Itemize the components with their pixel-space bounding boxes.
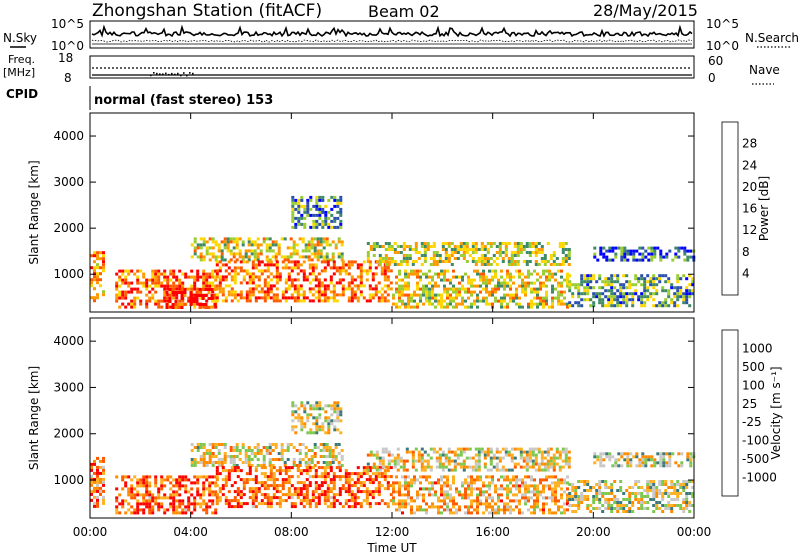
colorbar-tick-label: -100: [742, 434, 769, 448]
y-tick-label: 2000: [53, 427, 84, 441]
colorbar-tick-label: 12: [742, 223, 757, 237]
cpid-label: CPID: [6, 87, 38, 101]
colorbar-tick-label: 24: [742, 158, 757, 172]
echo-region-5: [291, 195, 343, 229]
nave-dot: [192, 72, 194, 75]
nave-dot: [165, 72, 167, 75]
x-tick-label: 16:00: [475, 525, 510, 539]
nave-dot: [168, 73, 170, 76]
echo-region-6: [392, 475, 569, 515]
colorbar-tick-label: -500: [742, 452, 769, 466]
nsearch-label: N.Search: [745, 31, 799, 45]
nave-label: Nave: [749, 63, 780, 77]
x-tick-label: 08:00: [274, 525, 309, 539]
freq-trace: [92, 67, 692, 77]
colorbar-frame: [721, 329, 739, 497]
echo-region-7: [568, 480, 695, 513]
nave-dot: [189, 72, 191, 74]
echo-region-4: [215, 260, 393, 303]
colorbar-tick-label: 100: [742, 378, 765, 392]
y-tick-label: 4000: [53, 129, 84, 143]
power-panel: 1000 2000 3000 4000 Slant Range [km] 28 24 20 16…: [27, 112, 771, 313]
nave-dot: [180, 74, 182, 77]
echo-region-2: [165, 288, 217, 309]
nsearch-tick-bottom: 10^0: [706, 39, 739, 53]
freq-label: Freq.: [8, 53, 35, 66]
colorbar-tick-label: 16: [742, 202, 757, 216]
nsky-trace: [91, 24, 693, 45]
cpid-value: normal (fast stereo) 153: [94, 93, 273, 108]
beam-label: Beam 02: [368, 2, 440, 21]
nave-dot: [156, 72, 158, 75]
colorbar-tick-label: 4: [742, 266, 750, 280]
nsearch-series: [91, 39, 693, 43]
nave-dot: [171, 72, 173, 75]
nave-dot: [162, 73, 164, 75]
nave-dot: [159, 73, 161, 75]
colorbar-label: Velocity [m s⁻¹]: [769, 366, 783, 459]
velocity-panel: 1000 2000 3000 4000 Slant Range [km] 00:00 04:…: [27, 317, 783, 539]
nave-dot: [150, 74, 152, 77]
echo-region-3: [190, 237, 344, 262]
nave-tick-bottom: 0: [708, 71, 716, 85]
echo-region-1: [115, 475, 218, 515]
echo-region-8: [568, 274, 695, 308]
x-tick-label: 00:00: [677, 525, 712, 539]
colorbar-tick-label: 8: [742, 245, 750, 259]
echo-region-0: [90, 456, 105, 508]
echo-region-7: [392, 269, 569, 309]
colorbar-label: Power [dB]: [757, 176, 771, 241]
y-tick-label: 4000: [53, 334, 84, 348]
y-tick-label: 3000: [53, 380, 84, 394]
nave-dot: [183, 72, 185, 74]
y-tick-label: 1000: [53, 267, 84, 281]
nave-dot: [174, 73, 176, 76]
station-title: Zhongshan Station (fitACF): [92, 1, 322, 21]
colorbar-tick-label: -1000: [742, 471, 777, 485]
colorbar-tick-label: 25: [742, 397, 757, 411]
nave-dot: [186, 74, 188, 77]
x-tick-label: 20:00: [576, 525, 611, 539]
echo-region-8: [593, 452, 696, 468]
colorbar-tick-label: -25: [742, 415, 762, 429]
nsky-tick-top: 10^5: [51, 17, 84, 31]
freq-unit-label: [MHz]: [3, 66, 35, 79]
colorbar-tick-label: 500: [742, 360, 765, 374]
nave-dot: [153, 72, 155, 74]
y-tick-label: 1000: [53, 473, 84, 487]
y-axis-label: Slant Range [km]: [27, 160, 41, 264]
y-axis-label: Slant Range [km]: [27, 366, 41, 470]
echo-region-4: [291, 401, 343, 435]
x-tick-label: 00:00: [73, 525, 108, 539]
echo-region-2: [190, 443, 344, 467]
freq-tick-bottom: 8: [64, 71, 72, 85]
freq-tick-top: 18: [58, 51, 73, 65]
echo-region-5: [366, 447, 571, 472]
y-tick-label: 2000: [53, 221, 84, 235]
x-tick-label: 12:00: [375, 525, 410, 539]
echo-region-3: [215, 466, 393, 509]
nave-dot: [177, 72, 179, 75]
nsearch-tick-top: 10^5: [706, 17, 739, 31]
nsky-tick-bottom: 10^0: [51, 39, 84, 53]
x-tick-label: 04:00: [173, 525, 208, 539]
nsky-panel-frame: [89, 20, 695, 49]
echo-region-9: [593, 246, 696, 262]
colorbar-tick-label: 20: [742, 180, 757, 194]
nave-tick-top: 60: [708, 54, 723, 68]
echo-region-0: [90, 251, 105, 303]
date-label: 28/May/2015: [593, 1, 698, 20]
y-tick-label: 3000: [53, 175, 84, 189]
colorbar-tick-label: 28: [742, 137, 757, 151]
nsky-label: N.Sky: [3, 31, 37, 45]
x-axis-label: Time UT: [366, 541, 417, 554]
freq-panel-frame: [89, 55, 695, 79]
colorbar-tick-label: 1000: [742, 341, 773, 355]
nsky-series: [91, 24, 693, 38]
colorbar-frame: [721, 121, 739, 296]
echo-region-6: [366, 242, 571, 266]
